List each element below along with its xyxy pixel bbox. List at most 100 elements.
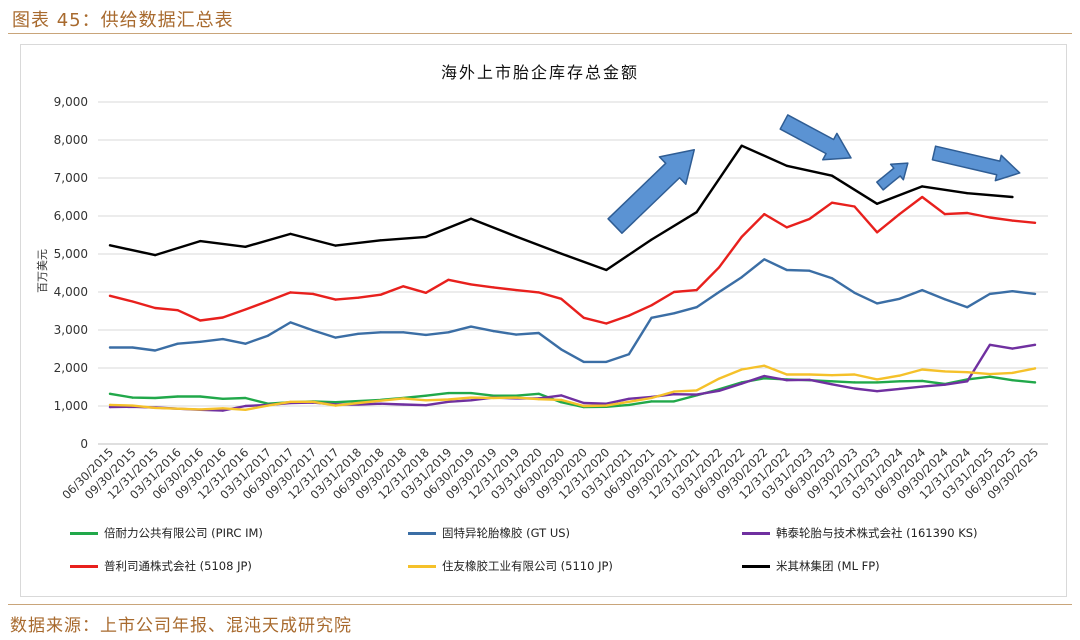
- data-point-5108-jp: [1033, 221, 1037, 224]
- legend-item-ml-fp: 米其林集团 (ML FP): [742, 555, 1042, 577]
- data-point-5110-jp: [176, 407, 179, 410]
- data-point-5108-jp: [447, 278, 450, 281]
- data-point-5110-jp: [763, 364, 766, 367]
- data-point-5110-jp: [830, 374, 834, 377]
- data-point-gt-us: [108, 346, 112, 349]
- legend-item-gt-us: 固特异轮胎橡胶 (GT US): [408, 522, 742, 544]
- data-point-5108-jp: [311, 292, 315, 295]
- data-point-5108-jp: [650, 304, 653, 307]
- data-point-161390-ks: [740, 382, 743, 385]
- data-point-5108-jp: [853, 205, 856, 208]
- data-point-161390-ks: [424, 404, 427, 407]
- legend-item-5110-jp: 住友橡胶工业有限公司 (5110 JP): [408, 555, 742, 577]
- data-point-gt-us: [627, 353, 631, 356]
- data-point-5110-jp: [199, 408, 202, 411]
- data-point-gt-us: [402, 331, 405, 334]
- data-point-pirc-im: [921, 379, 924, 382]
- data-point-pirc-im: [447, 392, 450, 395]
- y-axis-ticks: 0 1,000 2,000 3,000 4,000 5,000 6,000 7,000 8,00…: [54, 95, 88, 451]
- data-point-161390-ks: [943, 383, 946, 386]
- data-point-5110-jp: [898, 374, 901, 377]
- data-point-gt-us: [379, 331, 382, 334]
- data-point-161390-ks: [108, 406, 112, 409]
- data-point-5108-jp: [379, 293, 382, 296]
- data-point-161390-ks: [402, 403, 405, 406]
- data-point-5108-jp: [966, 211, 969, 215]
- data-point-gt-us: [266, 334, 269, 337]
- data-point-161390-ks: [560, 394, 563, 397]
- series-5110-jp: [108, 364, 1037, 411]
- data-point-5108-jp: [808, 217, 811, 221]
- data-point-5110-jp: [966, 371, 969, 374]
- data-point-5110-jp: [492, 396, 495, 400]
- data-point-5108-jp: [289, 291, 292, 294]
- data-point-ml-fp: [966, 192, 969, 195]
- data-point-gt-us: [221, 338, 224, 341]
- y-tick-label: 3,000: [54, 323, 88, 337]
- data-point-pirc-im: [357, 400, 360, 403]
- data-point-5110-jp: [605, 404, 608, 407]
- data-point-5110-jp: [515, 396, 518, 399]
- data-point-5108-jp: [718, 266, 721, 269]
- legend-item-pirc-im: 倍耐力公共有限公司 (PIRC IM): [70, 522, 408, 544]
- legend-swatch: [70, 564, 98, 568]
- legend-label: 固特异轮胎橡胶 (GT US): [442, 526, 571, 540]
- arrow-down-right-icon: [779, 114, 852, 161]
- data-point-pirc-im: [876, 381, 879, 384]
- data-point-5110-jp: [808, 373, 811, 376]
- data-point-gt-us: [447, 331, 450, 334]
- legend-swatch: [408, 531, 436, 535]
- data-point-5110-jp: [582, 404, 585, 408]
- data-point-161390-ks: [785, 379, 788, 382]
- data-point-161390-ks: [808, 378, 811, 381]
- data-point-5108-jp: [266, 300, 269, 303]
- data-point-ml-fp: [1011, 195, 1014, 199]
- series-line-ml-fp: [108, 144, 1014, 272]
- y-tick-label: 1,000: [54, 399, 88, 413]
- data-point-pirc-im: [537, 392, 540, 395]
- data-point-5108-jp: [244, 308, 247, 311]
- data-point-5108-jp: [131, 300, 134, 303]
- chart-frame: [20, 44, 1067, 597]
- data-point-ml-fp: [244, 245, 247, 248]
- data-point-pirc-im: [560, 401, 563, 404]
- legend-label: 倍耐力公共有限公司 (PIRC IM): [104, 526, 263, 540]
- data-point-gt-us: [785, 268, 788, 272]
- data-point-161390-ks: [379, 402, 382, 405]
- data-point-161390-ks: [672, 393, 676, 396]
- y-tick-label: 9,000: [54, 95, 88, 109]
- data-point-5110-jp: [718, 377, 721, 380]
- x-axis-ticks: 06/30/201509/30/201512/31/201503/31/2016…: [59, 445, 1041, 502]
- gridlines: [98, 101, 1048, 445]
- data-point-5108-jp: [876, 231, 879, 234]
- data-point-5108-jp: [537, 291, 540, 294]
- data-point-pirc-im: [763, 377, 766, 380]
- data-point-gt-us: [763, 258, 766, 261]
- data-point-pirc-im: [221, 397, 224, 400]
- data-point-5108-jp: [108, 294, 112, 297]
- y-tick-label: 4,000: [54, 285, 88, 299]
- data-point-5108-jp: [605, 322, 608, 325]
- data-point-ml-fp: [108, 244, 112, 247]
- data-point-ml-fp: [379, 239, 382, 242]
- data-point-161390-ks: [447, 400, 450, 403]
- data-point-5108-jp: [898, 213, 901, 216]
- legend-swatch: [408, 564, 436, 568]
- data-point-ml-fp: [605, 268, 608, 272]
- data-point-161390-ks: [695, 393, 698, 396]
- data-point-gt-us: [808, 269, 811, 272]
- data-point-gt-us: [650, 316, 653, 319]
- data-point-gt-us: [515, 333, 518, 336]
- data-point-161390-ks: [876, 390, 879, 393]
- data-point-161390-ks: [966, 380, 969, 383]
- data-point-5108-jp: [582, 316, 585, 319]
- data-point-161390-ks: [853, 387, 856, 390]
- series-pirc-im: [108, 375, 1037, 409]
- data-point-pirc-im: [154, 396, 157, 400]
- series-group: [108, 144, 1037, 412]
- legend-swatch: [742, 564, 770, 568]
- data-point-5110-jp: [311, 400, 315, 403]
- data-point-pirc-im: [424, 394, 427, 397]
- data-point-5110-jp: [469, 396, 473, 399]
- data-point-5108-jp: [785, 226, 788, 229]
